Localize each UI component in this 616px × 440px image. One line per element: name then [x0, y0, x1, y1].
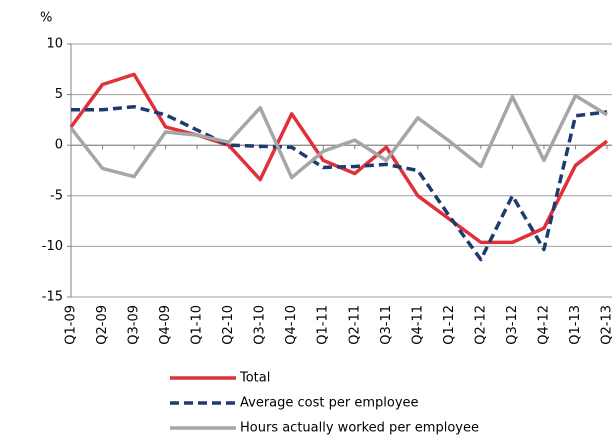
series-line	[71, 104, 608, 262]
x-tick-label: Q3-12	[505, 305, 520, 345]
series-line	[69, 93, 608, 180]
x-tick-label: Q1-10	[190, 305, 205, 345]
x-tick-label: Q1-13	[568, 305, 583, 345]
y-tick-label: -10	[42, 239, 63, 254]
x-tick-label: Q4-12	[536, 305, 551, 345]
x-tick-label: Q1-12	[442, 305, 457, 345]
x-tick-label: Q2-09	[95, 305, 110, 345]
legend-label: Hours actually worked per employee	[240, 421, 479, 436]
x-tick-label: Q3-09	[127, 305, 142, 345]
y-tick-label: 5	[55, 87, 63, 102]
x-tick-label: Q2-13	[600, 305, 615, 345]
legend-label: Average cost per employee	[240, 396, 419, 411]
y-tick-label: -15	[42, 290, 63, 305]
y-tick-label: -5	[50, 188, 63, 203]
y-tick-label: 0	[55, 138, 63, 153]
x-tick-label: Q1-09	[64, 305, 79, 345]
y-axis-label: %	[40, 11, 52, 26]
x-tick-label: Q4-09	[158, 305, 173, 345]
x-tick-label: Q2-12	[473, 305, 488, 345]
y-tick-label: 10	[46, 37, 63, 52]
x-tick-label: Q4-11	[410, 305, 425, 345]
legend-label: Total	[239, 371, 270, 386]
x-tick-label: Q2-11	[347, 305, 362, 345]
x-tick-label: Q1-11	[316, 305, 331, 345]
x-tick-label: Q3-11	[379, 305, 394, 345]
x-tick-label: Q2-10	[221, 305, 236, 345]
x-tick-label: Q4-10	[284, 305, 299, 345]
x-tick-label: Q3-10	[253, 305, 268, 345]
